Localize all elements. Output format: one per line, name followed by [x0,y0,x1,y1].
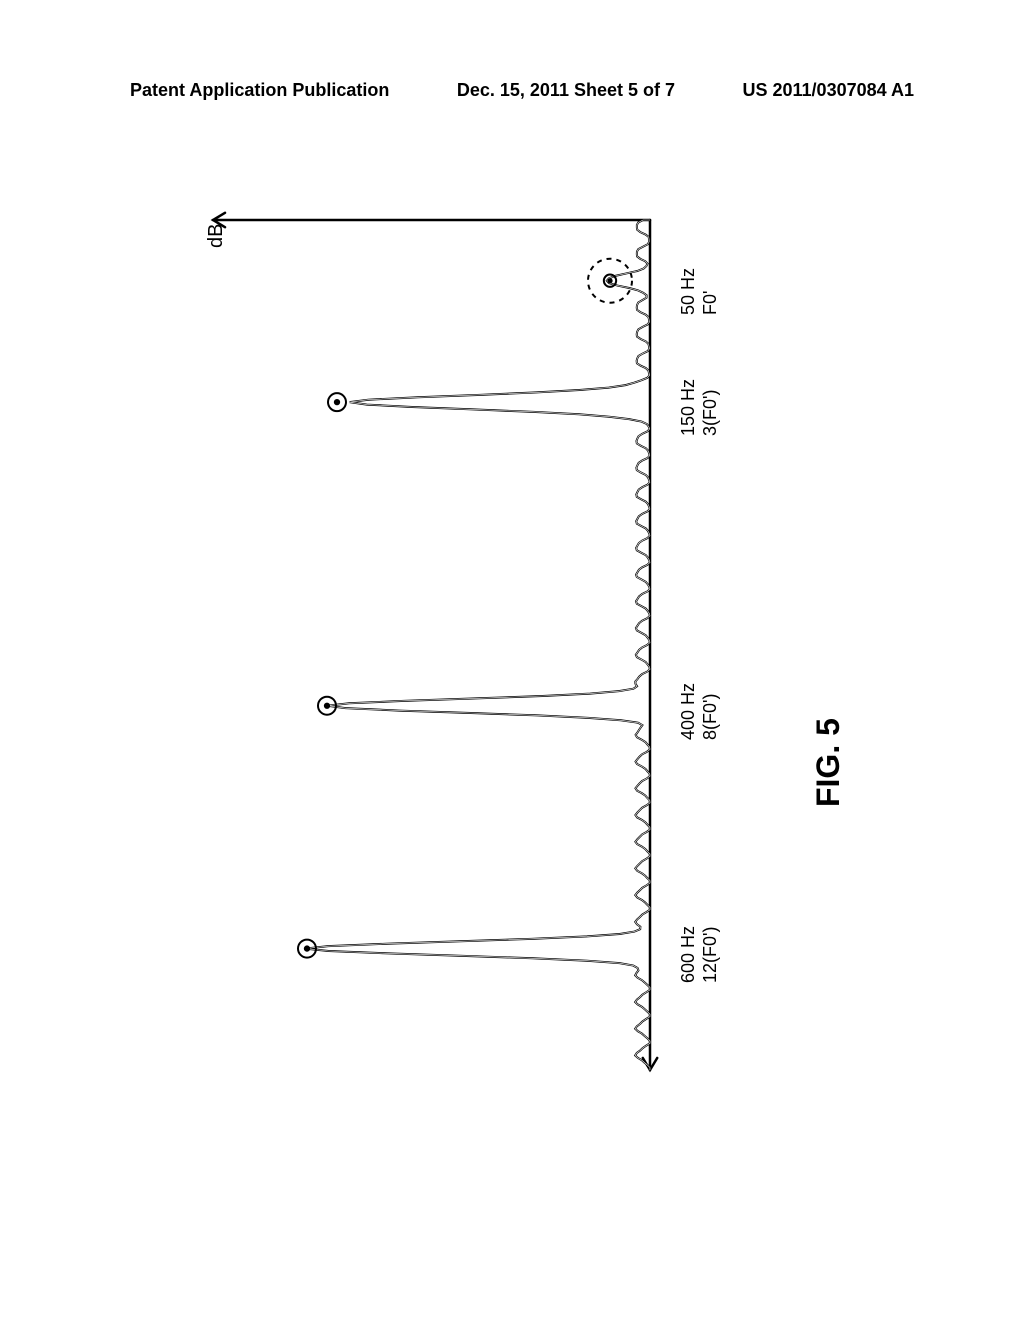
tick-150-hz: 150 Hz [678,379,699,436]
header-center: Dec. 15, 2011 Sheet 5 of 7 [457,80,675,101]
tick-600-hz: 600 Hz [678,926,699,983]
tick-50-f0: F0' [700,290,721,314]
header-left: Patent Application Publication [130,80,389,101]
tick-400-f0: 8(F0') [700,693,721,739]
db-axis-label: dB [205,224,228,248]
tick-400-hz: 400 Hz [678,683,699,740]
figure-5: 50 HzF0' 150 Hz3(F0') 400 Hz8(F0') 600 Hz12… [130,180,900,1200]
page-header: Patent Application Publication Dec. 15, … [0,80,1024,101]
tick-600-f0: 12(F0') [700,926,721,982]
tick-50-hz: 50 Hz [678,268,699,315]
header-right: US 2011/0307084 A1 [743,80,914,101]
figure-label: FIG. 5 [810,718,847,807]
tick-150-f0: 3(F0') [700,390,721,436]
spectrum-chart [130,180,900,1200]
